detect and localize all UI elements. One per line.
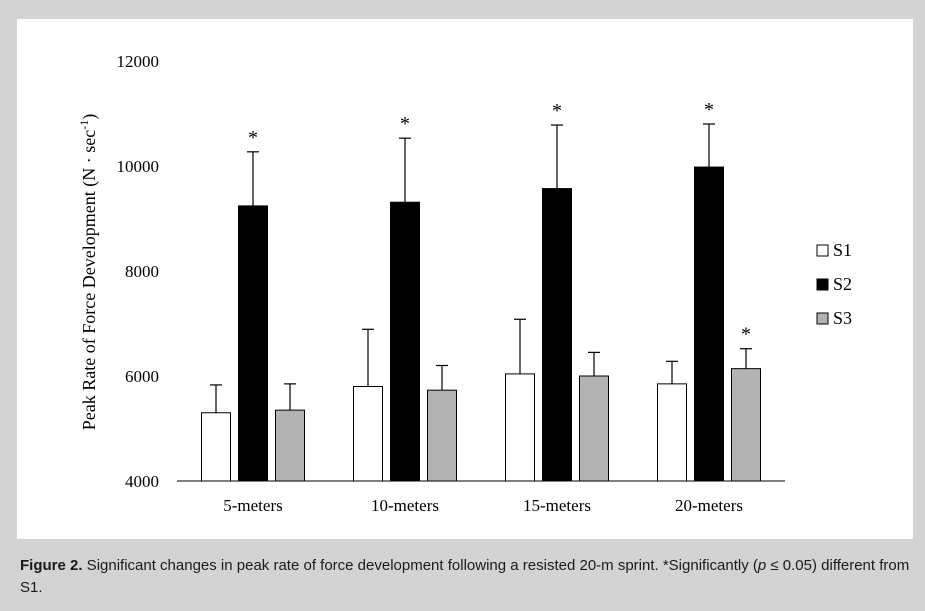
legend-label-s2: S2 bbox=[833, 274, 852, 294]
caption-text: Significant changes in peak rate of forc… bbox=[82, 557, 758, 574]
legend-swatch-s3 bbox=[816, 312, 829, 325]
significance-marker: * bbox=[248, 127, 258, 149]
bar-s2 bbox=[694, 166, 724, 482]
legend-swatch-s2 bbox=[816, 278, 829, 291]
y-axis-title: Peak Rate of Force Development (N · sec-… bbox=[77, 114, 100, 430]
bar-s2 bbox=[542, 188, 572, 482]
bar-s3 bbox=[579, 375, 609, 482]
y-tick-label: 8000 bbox=[125, 262, 159, 281]
bar-s2 bbox=[390, 201, 420, 482]
bar-s1 bbox=[201, 412, 231, 482]
legend-swatch-s1 bbox=[816, 244, 829, 257]
chart-panel: Peak Rate of Force Development (N · sec-… bbox=[17, 19, 913, 539]
y-tick-label: 6000 bbox=[125, 367, 159, 386]
significance-marker: * bbox=[552, 100, 562, 122]
caption-text-end: ≤ 0.05) different from S1. bbox=[20, 557, 910, 596]
bar-s2 bbox=[238, 205, 268, 482]
legend-label-s1: S1 bbox=[833, 240, 852, 260]
significance-marker: * bbox=[741, 324, 751, 346]
bar-s1 bbox=[657, 383, 687, 482]
x-tick-label: 15-meters bbox=[523, 496, 591, 515]
x-tick-label: 10-meters bbox=[371, 496, 439, 515]
bar-s1 bbox=[505, 373, 535, 482]
caption-label: Figure 2. bbox=[20, 557, 83, 574]
bar-s1 bbox=[353, 386, 383, 482]
bar-s3 bbox=[731, 368, 761, 482]
x-tick-label: 5-meters bbox=[223, 496, 282, 515]
bar-chart: Peak Rate of Force Development (N · sec-… bbox=[77, 52, 852, 515]
bar-s3 bbox=[275, 409, 305, 482]
y-tick-label: 4000 bbox=[125, 472, 159, 491]
legend-label-s3: S3 bbox=[833, 308, 852, 328]
significance-marker: * bbox=[704, 99, 714, 121]
y-tick-label: 10000 bbox=[117, 157, 160, 176]
y-tick-label: 12000 bbox=[117, 52, 160, 71]
x-tick-label: 20-meters bbox=[675, 496, 743, 515]
figure-caption: Figure 2. Significant changes in peak ra… bbox=[20, 555, 912, 599]
bar-s3 bbox=[427, 389, 457, 482]
caption-p-symbol: p bbox=[757, 557, 767, 574]
significance-marker: * bbox=[400, 113, 410, 135]
